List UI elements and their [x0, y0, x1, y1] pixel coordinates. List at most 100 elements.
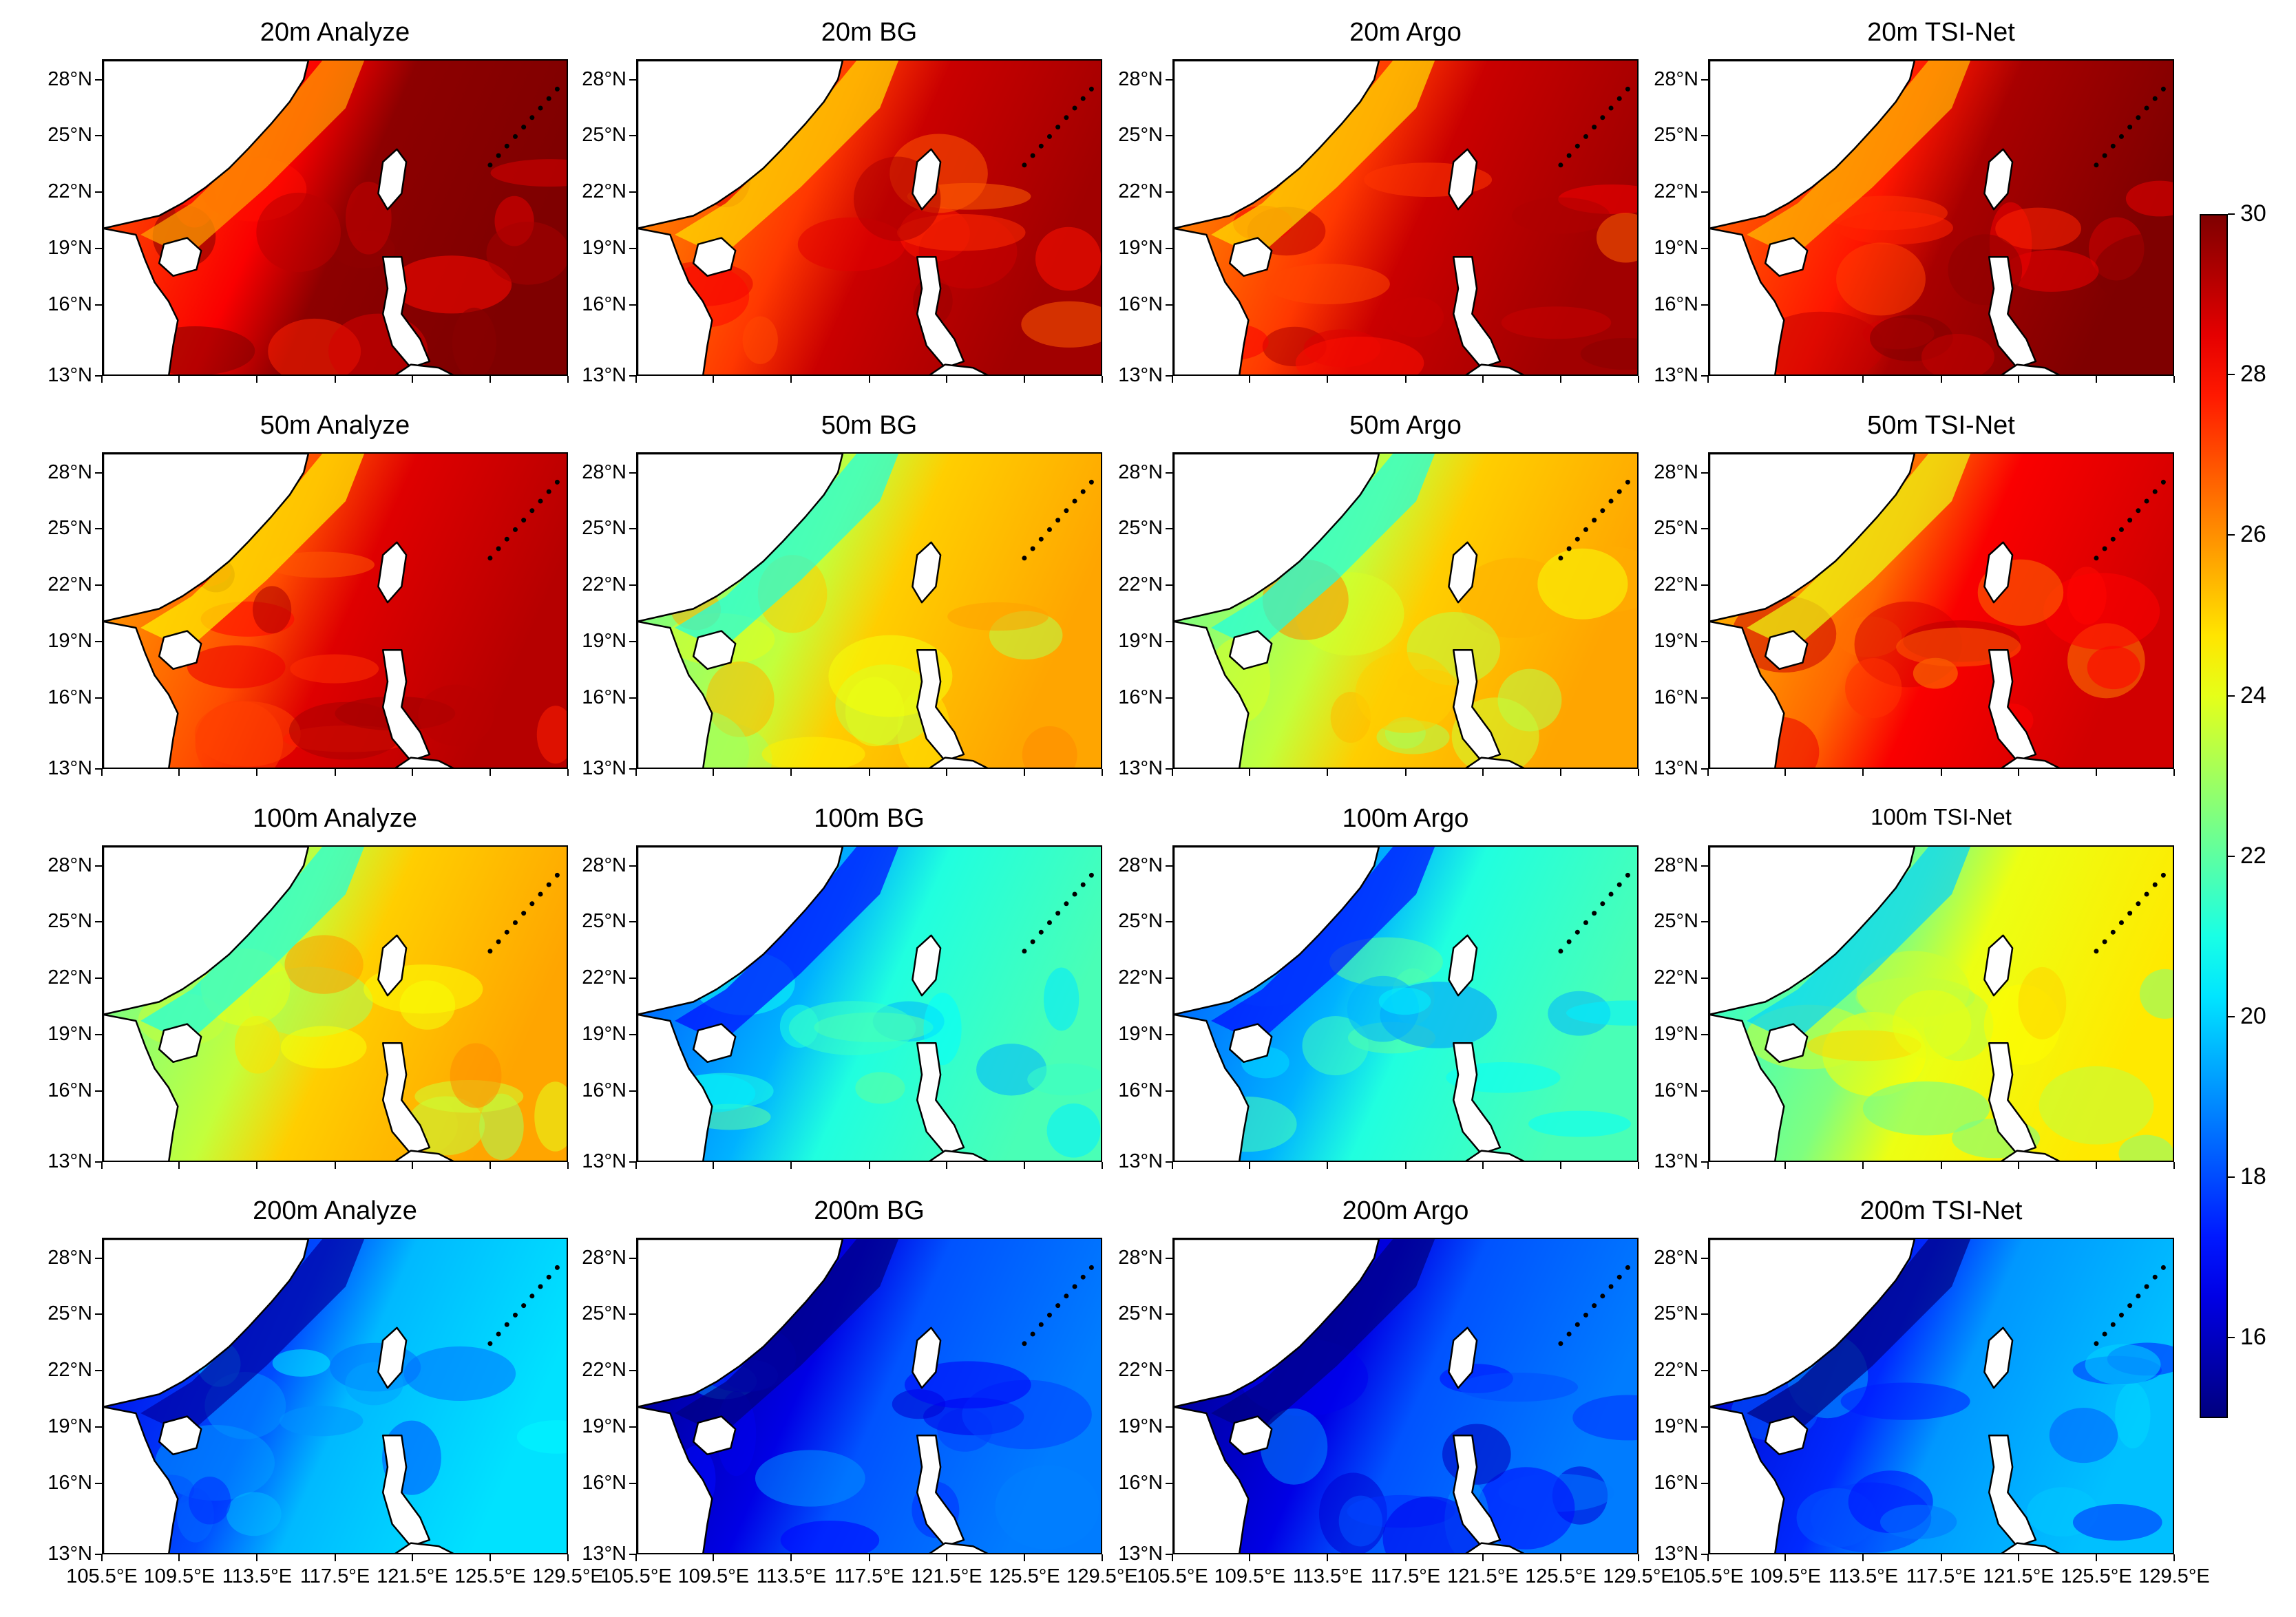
island [1558, 556, 1563, 561]
latitude-label: 19°N [1118, 630, 1163, 653]
longitude-tick [334, 769, 336, 776]
longitude-tick [2017, 769, 2019, 776]
eddy [1572, 1395, 1637, 1441]
latitude-tick [1166, 304, 1172, 306]
island [521, 1303, 527, 1309]
latitude-tick [1166, 1034, 1172, 1036]
island [1566, 1331, 1572, 1337]
eddy [1338, 1495, 1382, 1547]
latitude-label: 28°N [48, 67, 92, 90]
island [2110, 536, 2116, 542]
longitude-tick [411, 1554, 413, 1561]
temperature-field [638, 61, 1101, 374]
land [381, 648, 431, 762]
latitude-label: 13°N [1118, 1150, 1163, 1172]
island [487, 556, 493, 561]
coastal-shelf [675, 847, 899, 1044]
island [546, 1274, 551, 1280]
island [2102, 939, 2107, 944]
island [1064, 508, 1069, 514]
latitude-label: 22°N [1118, 573, 1163, 596]
longitude-label: 129.5°E [1603, 1565, 1674, 1587]
latitude-tick [629, 1370, 636, 1372]
latitude-label: 28°N [1654, 67, 1698, 90]
latitude-tick [1166, 472, 1172, 474]
longitude-tick [1404, 376, 1407, 383]
eddy [1836, 242, 1926, 316]
eddy [1566, 1000, 1637, 1026]
land [158, 237, 202, 277]
latitude-label: 25°N [1118, 1302, 1163, 1325]
longitude-tick [1940, 1162, 1942, 1169]
land [1228, 237, 1273, 277]
eddy [2115, 1382, 2151, 1449]
island [1072, 1284, 1077, 1289]
latitude-tick [95, 472, 102, 474]
longitude-label: 121.5°E [911, 1565, 982, 1587]
island [1072, 498, 1077, 504]
land [2001, 363, 2061, 374]
land [1764, 1023, 1809, 1064]
longitude-tick [945, 1554, 947, 1561]
panel-title: 50m TSI-Net [1867, 411, 2015, 440]
longitude-tick [790, 1554, 792, 1561]
eddy [1355, 652, 1456, 733]
longitude-label: 113.5°E [1828, 1565, 1899, 1587]
eddy [1528, 1110, 1631, 1137]
eddy [995, 1465, 1099, 1550]
island [554, 86, 560, 92]
island [2144, 891, 2149, 897]
island [2118, 1312, 2124, 1318]
land [1988, 1042, 2037, 1155]
eddy [1021, 301, 1101, 348]
island [2118, 527, 2124, 532]
longitude-tick [1559, 376, 1561, 383]
temperature-field [638, 847, 1101, 1161]
land [638, 61, 844, 230]
temperature-field [1709, 61, 2173, 374]
longitude-tick [1940, 769, 1942, 776]
panel-title: 20m BG [821, 18, 918, 47]
latitude-tick [629, 1313, 636, 1315]
island [1088, 872, 1094, 878]
eddy [1295, 337, 1424, 374]
eddy [1022, 726, 1077, 768]
longitude-label: 117.5°E [1906, 1565, 1977, 1587]
island [2144, 498, 2149, 504]
island [512, 1312, 518, 1318]
latitude-tick [95, 528, 102, 530]
latitude-tick [629, 641, 636, 643]
island [1592, 1303, 1597, 1309]
eddy [1497, 668, 1562, 732]
land [1764, 1415, 1809, 1456]
island [1038, 1322, 1044, 1327]
latitude-tick [629, 1554, 636, 1555]
island [504, 143, 509, 149]
temperature-field [103, 1239, 567, 1553]
land [377, 148, 408, 211]
longitude-tick [1638, 1162, 1639, 1169]
island [1064, 901, 1069, 907]
colorbar-tick-label: 28 [2240, 361, 2266, 388]
latitude-tick [1166, 1313, 1172, 1315]
land [692, 630, 737, 670]
longitude-tick [1102, 769, 1103, 776]
eddy [418, 684, 494, 746]
eddy [2003, 250, 2099, 292]
land [381, 255, 431, 369]
longitude-tick [1172, 376, 1173, 383]
eddy [536, 706, 567, 764]
longitude-label: 117.5°E [834, 1565, 905, 1587]
colorbar-tick [2228, 374, 2235, 376]
land [1228, 630, 1273, 670]
latitude-label: 25°N [1654, 517, 1698, 540]
island [529, 901, 535, 907]
panel-title: 200m Analyze [253, 1196, 417, 1225]
island [2136, 1293, 2141, 1299]
panel-title: 200m BG [814, 1196, 925, 1225]
island [2152, 489, 2158, 494]
latitude-label: 22°N [1118, 966, 1163, 989]
latitude-tick [1166, 977, 1172, 980]
latitude-tick [629, 1090, 636, 1092]
